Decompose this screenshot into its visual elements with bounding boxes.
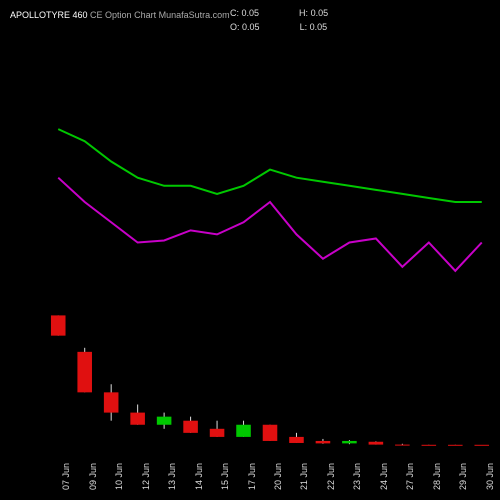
x-axis-tick: 12 Jun: [141, 463, 151, 490]
x-axis-tick: 15 Jun: [220, 463, 230, 490]
overlay-line-2: [58, 178, 482, 271]
x-axis-tick: 30 Jun: [485, 463, 495, 490]
x-axis-tick: 23 Jun: [352, 463, 362, 490]
x-axis-tick: 17 Jun: [247, 463, 257, 490]
candlestick-series: [51, 315, 489, 445]
x-axis-tick: 21 Jun: [299, 463, 309, 490]
x-axis-tick: 29 Jun: [458, 463, 468, 490]
x-axis-tick: 14 Jun: [194, 463, 204, 490]
x-axis-tick: 22 Jun: [326, 463, 336, 490]
chart-container: { "title": { "ticker": "APOLLOTYRE 460",…: [0, 0, 500, 500]
x-axis-tick: 07 Jun: [61, 463, 71, 490]
overlay-line-1: [58, 129, 482, 202]
x-axis-tick: 28 Jun: [432, 463, 442, 490]
x-axis-tick: 20 Jun: [273, 463, 283, 490]
x-axis-tick: 09 Jun: [88, 463, 98, 490]
price-chart: [0, 0, 500, 500]
x-axis-tick: 24 Jun: [379, 463, 389, 490]
x-axis-tick: 10 Jun: [114, 463, 124, 490]
x-axis-tick: 27 Jun: [405, 463, 415, 490]
x-axis-tick: 13 Jun: [167, 463, 177, 490]
